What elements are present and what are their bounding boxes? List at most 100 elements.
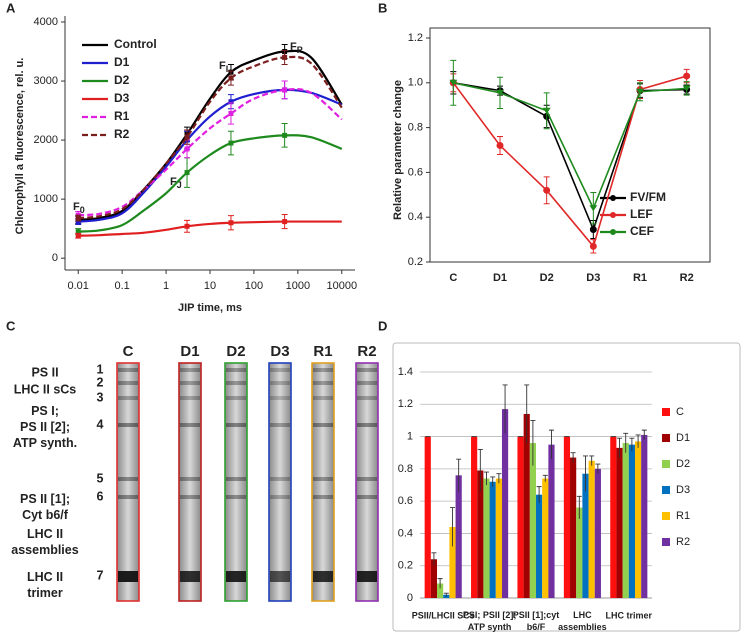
marker bbox=[282, 54, 288, 60]
gel-lane bbox=[116, 362, 140, 602]
gel-band bbox=[313, 423, 333, 427]
marker bbox=[543, 186, 551, 194]
bar bbox=[563, 436, 571, 598]
bar bbox=[542, 478, 549, 598]
band-label: PS I; PS II [2]; ATP synth. bbox=[13, 404, 77, 450]
gel-band bbox=[180, 477, 200, 481]
series-line bbox=[453, 82, 687, 211]
marker bbox=[683, 72, 691, 80]
gel-lane bbox=[224, 362, 248, 602]
marker bbox=[589, 242, 597, 250]
y-tick-label: 2000 bbox=[34, 134, 58, 146]
legend-swatch bbox=[662, 512, 670, 520]
error-bar bbox=[530, 419, 536, 466]
panel-frame bbox=[392, 342, 741, 632]
gel-band bbox=[357, 477, 377, 481]
error-bar bbox=[437, 578, 443, 589]
legend-marker bbox=[610, 229, 616, 235]
bar bbox=[455, 475, 462, 598]
legend-marker bbox=[610, 195, 616, 201]
x-tick-label: R1 bbox=[633, 272, 647, 284]
x-tick-label: LHC trimer bbox=[606, 610, 653, 620]
legend-swatch bbox=[662, 538, 670, 546]
error-bar bbox=[477, 449, 483, 492]
band-number: 4 bbox=[97, 417, 104, 431]
gel-band bbox=[226, 396, 246, 400]
y-tick-label: 1000 bbox=[34, 193, 58, 205]
y-tick-label: 0.8 bbox=[408, 122, 423, 134]
annotation: FJ bbox=[170, 176, 182, 190]
error-bar bbox=[456, 458, 462, 492]
gel-lane bbox=[311, 362, 335, 602]
error-bar bbox=[496, 473, 502, 484]
x-tick-label: LHC assemblies bbox=[558, 610, 607, 632]
legend-label: D1 bbox=[676, 432, 690, 444]
gel-band bbox=[180, 396, 200, 400]
bar bbox=[628, 444, 635, 598]
gel-band bbox=[180, 423, 200, 427]
error-bar bbox=[536, 486, 542, 503]
legend-label: FV/FM bbox=[630, 190, 666, 204]
marker bbox=[636, 88, 644, 95]
x-tick-label: PSII/LHCII SCs bbox=[412, 610, 475, 620]
marker bbox=[542, 107, 551, 114]
gel-band bbox=[313, 495, 333, 499]
error-bar bbox=[484, 471, 490, 485]
annotation-sub: P bbox=[297, 45, 303, 55]
y-tick-label: 0 bbox=[407, 592, 413, 604]
x-tick-label: 0.01 bbox=[68, 280, 89, 292]
marker bbox=[228, 140, 234, 146]
legend-label: R1 bbox=[114, 109, 130, 123]
series-line bbox=[452, 75, 687, 248]
gel-band bbox=[118, 396, 138, 400]
legend-label: R2 bbox=[676, 536, 690, 548]
x-tick-label: 100 bbox=[245, 280, 263, 292]
marker bbox=[184, 146, 190, 152]
y-tick-label: 0 bbox=[52, 252, 58, 264]
bar bbox=[471, 436, 478, 598]
marker bbox=[228, 111, 234, 117]
bar bbox=[570, 457, 577, 598]
gel-band bbox=[118, 368, 138, 372]
legend-swatch bbox=[662, 408, 670, 416]
legend-label: D1 bbox=[114, 55, 130, 69]
lane-label: R2 bbox=[357, 343, 376, 360]
legend-label: D3 bbox=[114, 91, 130, 105]
error-bar bbox=[490, 476, 496, 487]
marker bbox=[496, 89, 504, 96]
lane-label: R1 bbox=[313, 343, 332, 360]
gel-band bbox=[270, 571, 290, 582]
error-bar bbox=[449, 507, 455, 547]
band-label: PS II [1]; Cyt b6/f bbox=[20, 492, 70, 522]
gel-band bbox=[270, 495, 290, 499]
marker bbox=[75, 233, 81, 239]
legend-swatch bbox=[662, 460, 670, 468]
gel-band bbox=[357, 571, 377, 582]
gel-band bbox=[226, 495, 246, 499]
marker bbox=[282, 132, 288, 138]
gel-band bbox=[180, 381, 200, 385]
panel-label: C bbox=[6, 318, 16, 333]
bar bbox=[517, 436, 524, 598]
y-tick-label: 1.2 bbox=[398, 398, 413, 410]
y-tick-label: 0.6 bbox=[408, 166, 423, 178]
marker bbox=[75, 215, 81, 221]
gel-band bbox=[226, 381, 246, 385]
x-tick-label: 10000 bbox=[326, 280, 357, 292]
error-bar bbox=[443, 592, 449, 597]
y-tick-label: 1.0 bbox=[408, 77, 423, 89]
legend-label: Control bbox=[114, 37, 157, 51]
gel-band bbox=[357, 423, 377, 427]
x-tick-label: 0.1 bbox=[115, 280, 130, 292]
gel-band bbox=[180, 571, 200, 582]
band-number: 2 bbox=[97, 375, 104, 389]
x-tick-label: PSII [1];cyt b6/F bbox=[513, 610, 560, 632]
legend-label: D3 bbox=[676, 484, 690, 496]
gel-band bbox=[180, 368, 200, 372]
gel-band bbox=[313, 368, 333, 372]
gel-band bbox=[118, 381, 138, 385]
gel-band bbox=[313, 381, 333, 385]
gel-lane bbox=[268, 362, 292, 602]
error-bar bbox=[502, 384, 508, 434]
